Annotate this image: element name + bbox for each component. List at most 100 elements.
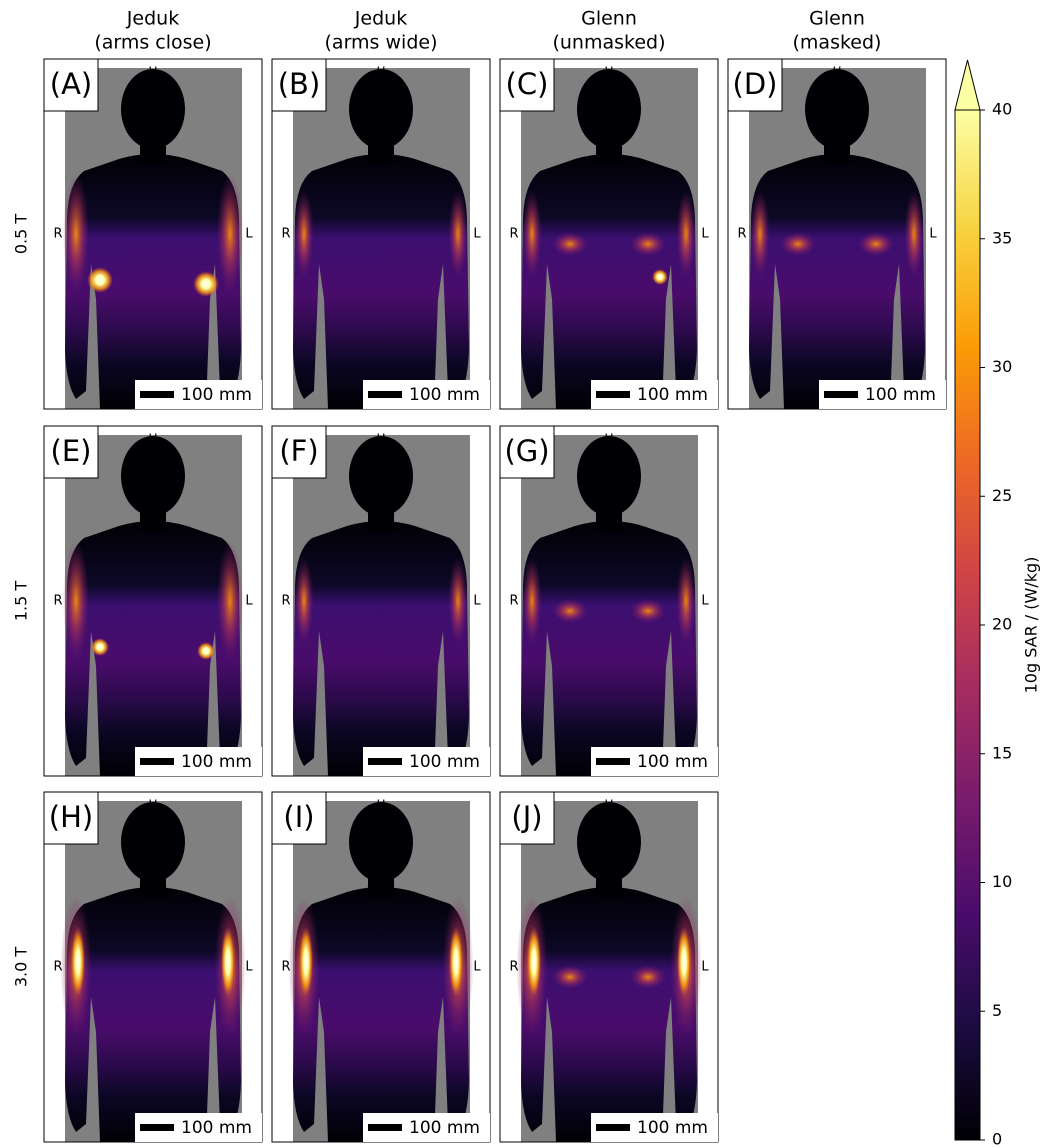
- colorbar-tick-label: 25: [992, 486, 1012, 505]
- colorbar-tick-label: 10: [992, 872, 1012, 891]
- sar-hotspot: [522, 190, 542, 278]
- sar-hotspot: [294, 190, 314, 278]
- body-map: [293, 521, 469, 776]
- panel-label: (J): [511, 800, 542, 834]
- sar-hotspot: [780, 232, 816, 256]
- left-marker: L: [473, 960, 481, 975]
- row-label: 1.5 T: [12, 581, 31, 622]
- panel-label: (F): [279, 434, 318, 468]
- scale-bar: [596, 391, 630, 398]
- sar-hotspot: [193, 271, 219, 297]
- sar-hotspot: [552, 965, 588, 989]
- right-marker: R: [53, 960, 62, 975]
- body-map: [65, 521, 241, 776]
- scale-bar: [596, 1124, 630, 1131]
- scale-bar-label: 100 mm: [181, 1118, 252, 1138]
- scale-bar: [140, 391, 174, 398]
- head: [349, 69, 413, 149]
- panel-label-box: [271, 791, 327, 845]
- sar-hotspot: [448, 190, 468, 278]
- sar-hotspot: [630, 599, 666, 623]
- sar-hotspot: [630, 965, 666, 989]
- panel-label-box: [499, 58, 555, 112]
- sar-hotspot: [552, 599, 588, 623]
- left-marker: L: [701, 960, 709, 975]
- panel-label-box: [499, 425, 555, 479]
- right-marker: R: [509, 227, 518, 242]
- head: [121, 436, 185, 516]
- panel: HRL(D)100 mm: [727, 58, 947, 410]
- scale-bar: [824, 391, 858, 398]
- left-marker: L: [929, 227, 937, 242]
- body-map: [65, 154, 241, 409]
- panel-label: (B): [278, 67, 321, 101]
- colorbar-tick-label: 30: [992, 357, 1012, 376]
- sar-hotspot: [750, 190, 770, 278]
- scale-bar-label: 100 mm: [181, 752, 252, 772]
- scale-bar-label: 100 mm: [637, 752, 708, 772]
- body-map: [521, 521, 697, 776]
- scale-bar: [140, 758, 174, 765]
- sar-hotspot: [91, 638, 109, 656]
- sar-hotspot: [299, 927, 313, 997]
- scale-bar-label: 100 mm: [181, 385, 252, 405]
- scale-bar: [368, 391, 402, 398]
- left-marker: L: [701, 594, 709, 609]
- panel-label: (C): [506, 67, 549, 101]
- right-marker: R: [509, 960, 518, 975]
- sar-hotspot: [858, 232, 894, 256]
- sar-hotspot: [71, 927, 85, 997]
- sar-hotspot: [676, 190, 696, 278]
- sar-hotspot: [652, 269, 668, 285]
- scale-bar-label: 100 mm: [409, 752, 480, 772]
- column-subtitle: (masked): [793, 32, 882, 54]
- body-map: [293, 887, 469, 1142]
- sar-hotspot: [294, 557, 314, 645]
- column-title: Glenn: [809, 8, 865, 30]
- sar-hotspot: [448, 557, 468, 645]
- sar-hotspot: [630, 232, 666, 256]
- column-title: Jeduk: [354, 8, 407, 30]
- panel-label-box: [43, 791, 99, 845]
- panel: HRL(B)100 mm: [271, 58, 491, 410]
- scale-bar-label: 100 mm: [865, 385, 936, 405]
- sar-hotspot: [676, 557, 696, 645]
- column-subtitle: (unmasked): [552, 32, 665, 54]
- panel-label-box: [271, 58, 327, 112]
- scale-bar: [140, 1124, 174, 1131]
- colorbar-tick-label: 35: [992, 228, 1012, 247]
- colorbar-tick-label: 0: [992, 1130, 1002, 1148]
- head: [121, 802, 185, 882]
- scale-bar-label: 100 mm: [409, 1118, 480, 1138]
- scale-bar-label: 100 mm: [637, 1118, 708, 1138]
- left-marker: L: [701, 227, 709, 242]
- sar-hotspot: [216, 173, 244, 295]
- right-marker: R: [281, 227, 290, 242]
- head: [349, 802, 413, 882]
- head: [349, 436, 413, 516]
- column-subtitle: (arms wide): [325, 32, 438, 54]
- left-marker: L: [473, 594, 481, 609]
- colorbar: [955, 110, 980, 1140]
- right-marker: R: [53, 594, 62, 609]
- panel-label: (E): [51, 434, 92, 468]
- left-marker: L: [245, 960, 253, 975]
- panel-label-box: [43, 58, 99, 112]
- sar-hotspot: [527, 927, 541, 997]
- body-map: [521, 887, 697, 1142]
- scale-bar-label: 100 mm: [409, 385, 480, 405]
- panel-label: (I): [283, 800, 314, 834]
- body-map: [521, 154, 697, 409]
- scale-bar: [368, 758, 402, 765]
- sar-hotspot: [216, 540, 244, 662]
- right-marker: R: [281, 960, 290, 975]
- sar-hotspot: [552, 232, 588, 256]
- panel: HRL(I)100 mm: [271, 791, 491, 1143]
- scale-bar-label: 100 mm: [637, 385, 708, 405]
- sar-hotspot: [522, 557, 542, 645]
- colorbar-tick-label: 20: [992, 615, 1012, 634]
- colorbar-tick-label: 15: [992, 743, 1012, 762]
- panel-label-box: [43, 425, 99, 479]
- head: [577, 436, 641, 516]
